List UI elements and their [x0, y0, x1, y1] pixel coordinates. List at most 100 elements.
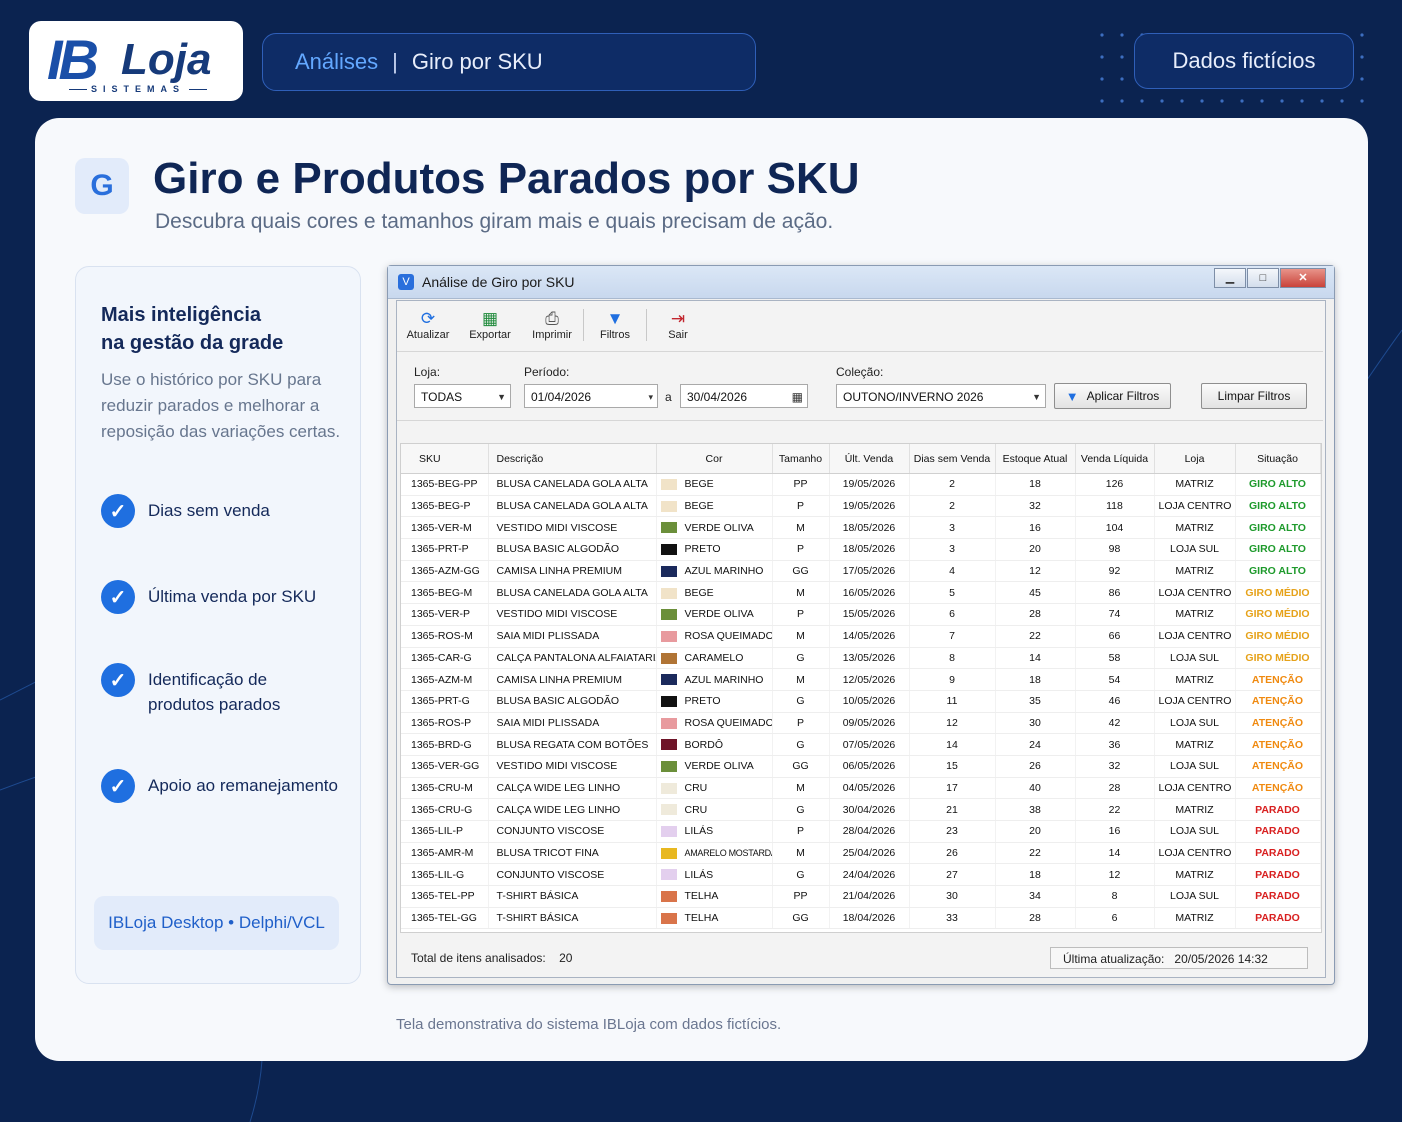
column-header[interactable]: Loja	[1154, 444, 1236, 474]
collection-select[interactable]: OUTONO/INVERNO 2026 ▼	[836, 384, 1046, 408]
breadcrumb-section[interactable]: Análises	[295, 49, 379, 74]
period-label: Período:	[524, 365, 570, 379]
table-row[interactable]: 1365-PRT-G BLUSA BASIC ALGODÃO PRETO G 10/05…	[401, 690, 1321, 713]
table-row[interactable]: 1365-VER-P VESTIDO MIDI VISCOSE VERDE OLIV…	[401, 603, 1321, 626]
filters-button[interactable]: ▼ Filtros	[600, 309, 630, 341]
decor-dot	[1120, 99, 1124, 103]
column-header[interactable]: Tamanho	[772, 444, 830, 474]
color-swatch	[660, 522, 677, 534]
table-row[interactable]: 1365-ROS-P SAIA MIDI PLISSADA ROSA QUEIMAD…	[401, 712, 1321, 735]
close-button[interactable]: ✕	[1280, 268, 1326, 288]
window-titlebar[interactable]: V Análise de Giro por SKU ▁ □ ✕	[388, 266, 1334, 299]
status-badge: ATENÇÃO	[1235, 712, 1321, 735]
column-header[interactable]: Dias sem Venda	[909, 444, 996, 474]
table-row[interactable]: 1365-LIL-P CONJUNTO VISCOSE LILÁS P 28/04/20…	[401, 820, 1321, 843]
sku-cell: 1365-AZM-M	[401, 668, 489, 691]
description-cell: CONJUNTO VISCOSE	[488, 820, 657, 843]
description-cell: BLUSA CANELADA GOLA ALTA	[488, 495, 657, 518]
minimize-button[interactable]: ▁	[1214, 268, 1246, 288]
table-row[interactable]: 1365-AZM-M CAMISA LINHA PREMIUM AZUL MARIN…	[401, 668, 1321, 691]
status-badge: PARADO	[1235, 907, 1321, 930]
table-row[interactable]: 1365-AMR-M BLUSA TRICOT FINA AMARELO MOSTA…	[401, 842, 1321, 865]
size-cell: GG	[772, 755, 830, 778]
table-row[interactable]: 1365-LIL-G CONJUNTO VISCOSE LILÁS G 24/04/20…	[401, 863, 1321, 887]
table-row[interactable]: 1365-VER-GG VESTIDO MIDI VISCOSE VERDE OLI…	[401, 755, 1321, 778]
stock-cell: 18	[995, 668, 1076, 691]
stock-cell: 14	[995, 647, 1076, 670]
table-row[interactable]: 1365-BEG-PP BLUSA CANELADA GOLA ALTA BEGE P…	[401, 473, 1321, 496]
color-swatch	[660, 869, 677, 881]
table-row[interactable]: 1365-CRU-G CALÇA WIDE LEG LINHO CRU G 30/04/…	[401, 798, 1321, 821]
period-end-date[interactable]: 30/04/2026 ▦	[680, 384, 808, 408]
last-sale-cell: 14/05/2026	[829, 625, 910, 648]
stock-cell: 18	[995, 473, 1076, 496]
sku-cell: 1365-ROS-M	[401, 625, 489, 648]
table-row[interactable]: 1365-ROS-M SAIA MIDI PLISSADA ROSA QUEIMAD…	[401, 625, 1321, 648]
table-row[interactable]: 1365-AZM-GG CAMISA LINHA PREMIUM AZUL MARI…	[401, 560, 1321, 583]
column-header[interactable]: SKU	[401, 444, 489, 474]
stock-cell: 20	[995, 820, 1076, 843]
page-subtitle: Descubra quais cores e tamanhos giram ma…	[155, 210, 834, 233]
apply-filters-button[interactable]: ▼ Aplicar Filtros	[1054, 383, 1171, 409]
table-row[interactable]: 1365-CRU-M CALÇA WIDE LEG LINHO CRU M 04/05/…	[401, 777, 1321, 800]
app-window: V Análise de Giro por SKU ▁ □ ✕ ⟳ Atualiz…	[387, 265, 1335, 985]
column-header[interactable]: Venda Líquida	[1075, 444, 1155, 474]
fictitious-data-tag: Dados fictícios	[1134, 33, 1354, 89]
color-cell: VERDE OLIVA	[656, 603, 773, 626]
store-cell: MATRIZ	[1154, 516, 1236, 540]
column-header[interactable]: Cor	[656, 444, 773, 474]
color-swatch	[660, 804, 677, 816]
size-cell: G	[772, 863, 830, 887]
table-row[interactable]: 1365-PRT-P BLUSA BASIC ALGODÃO PRETO P 18/05…	[401, 538, 1321, 561]
last-sale-cell: 06/05/2026	[829, 755, 910, 778]
column-header[interactable]: Situação	[1235, 444, 1321, 474]
table-row[interactable]: 1365-BRD-G BLUSA REGATA COM BOTÕES BORDÔ G 0…	[401, 733, 1321, 756]
column-header[interactable]: Descrição	[488, 444, 657, 474]
stock-cell: 45	[995, 581, 1076, 605]
days-without-sale-cell: 14	[909, 733, 996, 756]
table-row[interactable]: 1365-CAR-G CALÇA PANTALONA ALFAIATARIA CAR…	[401, 647, 1321, 670]
status-badge: PARADO	[1235, 863, 1321, 887]
table-row[interactable]: 1365-TEL-PP T-SHIRT BÁSICA TELHA PP 21/04/20…	[401, 885, 1321, 908]
period-start-date[interactable]: 01/04/2026 ▾	[524, 384, 658, 408]
days-without-sale-cell: 23	[909, 820, 996, 843]
status-badge: GIRO MÉDIO	[1235, 647, 1321, 670]
column-header[interactable]: Últ. Venda	[829, 444, 910, 474]
check-icon: ✓	[101, 663, 135, 697]
clear-filters-button[interactable]: Limpar Filtros	[1201, 383, 1307, 409]
export-button[interactable]: ▦ Exportar	[469, 309, 511, 341]
stock-cell: 26	[995, 755, 1076, 778]
net-sales-cell: 28	[1075, 777, 1155, 800]
last-sale-cell: 19/05/2026	[829, 473, 910, 496]
exit-button[interactable]: ⇥ Sair	[668, 309, 688, 341]
last-sale-cell: 19/05/2026	[829, 495, 910, 518]
stock-cell: 34	[995, 885, 1076, 908]
refresh-button[interactable]: ⟳ Atualizar	[406, 309, 450, 341]
table-row[interactable]: 1365-BEG-P BLUSA CANELADA GOLA ALTA BEGE P 1…	[401, 495, 1321, 518]
store-cell: LOJA CENTRO	[1154, 625, 1236, 648]
color-swatch	[660, 587, 677, 599]
decor-dot	[1180, 99, 1184, 103]
feature-panel-text: Use o histórico por SKU para reduzir par…	[101, 370, 341, 441]
color-swatch	[660, 826, 677, 838]
last-sale-cell: 04/05/2026	[829, 777, 910, 800]
table-row[interactable]: 1365-BEG-M BLUSA CANELADA GOLA ALTA BEGE M 1…	[401, 581, 1321, 605]
days-without-sale-cell: 6	[909, 603, 996, 626]
breadcrumb-page: Giro por SKU	[411, 49, 543, 74]
column-header[interactable]: Estoque Atual	[995, 444, 1076, 474]
content-card: G Giro e Produtos Parados por SKU Descub…	[35, 118, 1368, 1061]
print-button[interactable]: ⎙ Imprimir	[532, 309, 572, 341]
breadcrumb-separator: |	[392, 49, 398, 74]
color-swatch	[660, 479, 677, 491]
maximize-button[interactable]: □	[1247, 268, 1279, 288]
store-select[interactable]: TODAS ▼	[414, 384, 511, 408]
sku-cell: 1365-PRT-G	[401, 690, 489, 713]
size-cell: P	[772, 538, 830, 561]
last-sale-cell: 18/05/2026	[829, 538, 910, 561]
logo-subtitle: SISTEMAS	[53, 84, 223, 94]
description-cell: VESTIDO MIDI VISCOSE	[488, 755, 657, 778]
table-row[interactable]: 1365-VER-M VESTIDO MIDI VISCOSE VERDE OLIV…	[401, 516, 1321, 540]
description-cell: BLUSA BASIC ALGODÃO	[488, 690, 657, 713]
days-without-sale-cell: 3	[909, 538, 996, 561]
table-row[interactable]: 1365-TEL-GG T-SHIRT BÁSICA TELHA GG 18/04/20…	[401, 907, 1321, 930]
